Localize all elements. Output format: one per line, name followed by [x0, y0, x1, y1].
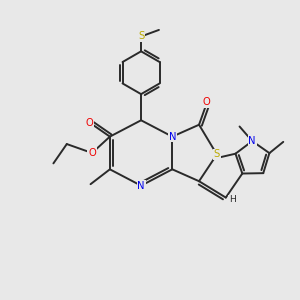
Text: S: S: [138, 32, 144, 41]
Text: N: N: [169, 132, 176, 142]
Text: N: N: [248, 136, 256, 146]
Text: H: H: [229, 195, 236, 204]
Text: S: S: [214, 149, 220, 160]
Text: O: O: [202, 98, 210, 107]
Text: O: O: [85, 118, 93, 128]
Text: O: O: [88, 148, 96, 158]
Text: N: N: [137, 181, 145, 191]
